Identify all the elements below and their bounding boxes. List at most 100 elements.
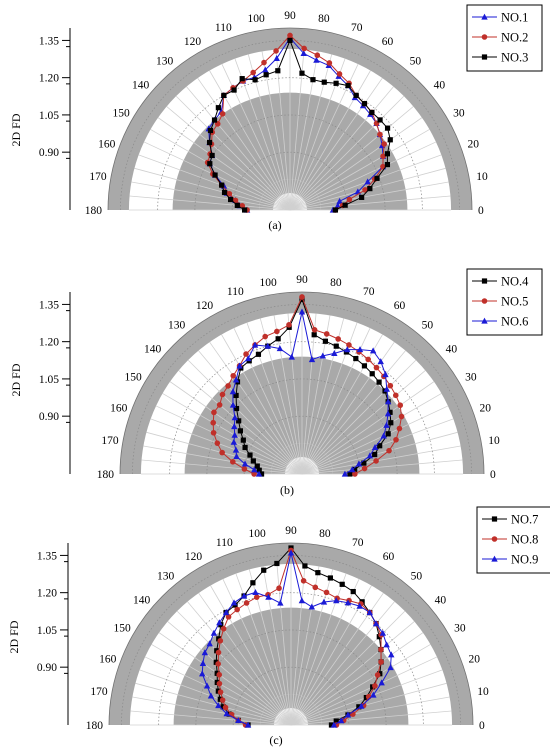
data-point-NO.8 xyxy=(215,661,221,667)
legend-label: NO.4 xyxy=(501,275,529,289)
data-point-NO.4 xyxy=(333,343,339,349)
data-point-NO.3 xyxy=(377,117,383,123)
data-point-NO.6 xyxy=(232,376,240,383)
data-point-NO.6 xyxy=(244,355,252,362)
data-point-NO.3 xyxy=(342,202,348,208)
data-point-NO.2 xyxy=(287,32,293,39)
angle-tick-label: 70 xyxy=(352,537,364,549)
data-point-NO.9 xyxy=(203,682,211,689)
data-point-NO.5 xyxy=(352,471,358,477)
polar-spoke xyxy=(158,632,292,726)
radial-tick-label: 1.35 xyxy=(39,299,59,311)
polar-spoke xyxy=(198,350,303,475)
data-point-NO.8 xyxy=(300,578,307,584)
data-point-NO.5 xyxy=(225,383,231,389)
data-point-NO.3 xyxy=(212,172,218,178)
data-point-NO.8 xyxy=(215,649,222,656)
data-point-NO.9 xyxy=(344,711,352,718)
data-point-NO.7 xyxy=(327,575,333,581)
data-point-NO.9 xyxy=(230,599,238,606)
data-point-NO.8 xyxy=(217,689,224,695)
polar-outline xyxy=(119,291,485,475)
radial-tick-label: 1.20 xyxy=(39,73,59,85)
data-point-NO.5 xyxy=(396,425,403,432)
data-point-NO.3 xyxy=(207,161,213,167)
polar-spoke xyxy=(289,195,451,211)
polar-spoke xyxy=(275,49,291,211)
angle-tick-label: 150 xyxy=(113,108,131,120)
data-point-NO.6 xyxy=(384,410,392,417)
angle-tick-label: 180 xyxy=(86,720,104,732)
data-point-NO.8 xyxy=(225,614,232,620)
angle-tick-label: 50 xyxy=(410,56,422,68)
legend-marker xyxy=(491,555,498,562)
data-point-NO.6 xyxy=(232,446,240,453)
radial-tick-label: 1.35 xyxy=(39,35,59,47)
polar-spoke xyxy=(186,86,291,211)
data-point-NO.6 xyxy=(383,421,390,428)
data-point-NO.3 xyxy=(231,87,237,93)
data-point-NO.6 xyxy=(298,308,306,315)
polar-spoke xyxy=(150,129,291,211)
legend-marker xyxy=(481,278,488,284)
data-point-NO.1 xyxy=(364,178,371,185)
legend-label: NO.7 xyxy=(511,513,538,527)
data-point-NO.9 xyxy=(223,710,230,717)
angle-tick-label: 140 xyxy=(133,595,151,607)
data-point-NO.5 xyxy=(216,402,223,408)
data-point-NO.6 xyxy=(383,385,390,392)
polar-chart-b: 0 10 20 30 40 50 60 70 80 90 100 110 120 130 140 150 160… xyxy=(9,268,543,497)
data-point-NO.1 xyxy=(336,197,343,204)
data-point-NO.2 xyxy=(381,141,387,147)
data-point-NO.2 xyxy=(250,69,256,76)
data-point-NO.5 xyxy=(230,459,236,465)
radial-tick-label: 1.20 xyxy=(39,337,59,349)
data-point-NO.7 xyxy=(302,563,308,569)
polar-spoke xyxy=(290,644,431,726)
data-point-NO.1 xyxy=(262,66,269,73)
polar-chart-a: 0 10 20 30 40 50 60 70 80 90 100 110 120 130 140 150 160… xyxy=(9,4,543,232)
data-point-NO.9 xyxy=(308,603,316,610)
data-point-NO.5 xyxy=(373,458,379,464)
data-point-NO.6 xyxy=(229,401,237,408)
data-point-NO.4 xyxy=(233,405,240,412)
data-point-NO.3 xyxy=(321,79,327,85)
data-point-NO.3 xyxy=(310,77,316,83)
data-point-NO.2 xyxy=(261,59,267,66)
polar-outline xyxy=(107,27,473,211)
legend-box xyxy=(476,506,550,574)
angle-tick-label: 140 xyxy=(144,344,162,356)
y-axis-label: 2D FD xyxy=(9,363,23,396)
angle-tick-label: 100 xyxy=(260,277,278,289)
angle-tick-label: 70 xyxy=(363,286,375,298)
data-point-NO.6 xyxy=(356,346,364,353)
polar-spoke xyxy=(130,710,292,726)
data-point-NO.3 xyxy=(206,139,213,146)
polar-spoke xyxy=(301,393,442,475)
data-point-NO.9 xyxy=(222,609,230,616)
data-point-NO.8 xyxy=(372,683,378,689)
polar-spoke xyxy=(132,696,292,726)
angle-tick-label: 60 xyxy=(382,36,394,48)
legend: NO.1 NO.2 NO.3 xyxy=(466,4,543,72)
legend-marker xyxy=(491,516,498,522)
data-point-NO.8 xyxy=(378,646,384,653)
polar-spoke xyxy=(290,632,424,726)
data-point-NO.5 xyxy=(299,294,305,300)
data-point-NO.7 xyxy=(261,567,267,573)
data-point-NO.9 xyxy=(337,717,345,724)
data-point-NO.3 xyxy=(332,207,339,213)
angle-tick-label: 110 xyxy=(227,286,244,298)
data-point-NO.9 xyxy=(356,602,363,609)
angle-tick-label: 90 xyxy=(296,274,308,286)
data-point-NO.5 xyxy=(230,372,237,379)
polar-spoke xyxy=(175,95,291,211)
data-point-NO.5 xyxy=(214,440,221,446)
data-point-NO.8 xyxy=(234,606,240,613)
polar-spoke xyxy=(143,445,303,475)
data-point-NO.2 xyxy=(301,45,307,52)
data-point-NO.8 xyxy=(312,584,319,591)
polar-spoke xyxy=(290,710,452,726)
data-point-NO.9 xyxy=(206,640,213,647)
data-point-NO.9 xyxy=(370,691,377,698)
